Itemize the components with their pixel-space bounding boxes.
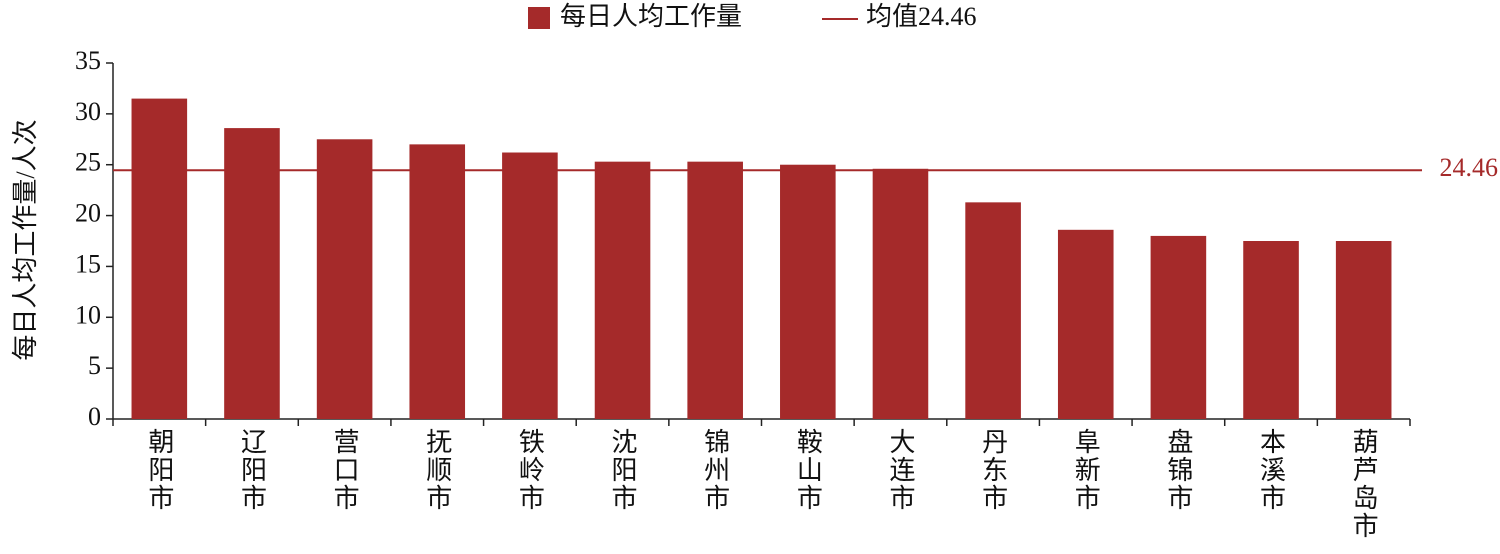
legend-label: 均值24.46 [866, 2, 977, 31]
x-tick-label: 鞍山市 [793, 428, 822, 512]
bar [687, 161, 743, 420]
x-tick-label: 朝阳市 [145, 428, 174, 512]
bar [131, 98, 188, 419]
y-tick-label: 25 [75, 148, 101, 177]
bar [1150, 235, 1207, 419]
bar [594, 161, 651, 420]
x-tick-label: 营口市 [330, 428, 359, 512]
bar [780, 164, 836, 419]
y-tick-label: 5 [88, 351, 101, 380]
y-tick-label: 15 [75, 249, 101, 278]
x-tick-label: 本溪市 [1257, 428, 1286, 512]
bar [224, 128, 280, 419]
mean-label: 24.46 [1440, 153, 1499, 182]
y-tick-label: 10 [75, 300, 101, 329]
x-tick-label: 铁岭市 [515, 428, 544, 512]
x-tick-label: 葫芦岛市 [1349, 428, 1378, 540]
bar [1335, 241, 1392, 419]
legend-label: 每日人均工作量 [560, 2, 742, 31]
bar [1057, 229, 1114, 419]
bar [409, 144, 466, 419]
x-tick-label: 抚顺市 [423, 428, 452, 512]
y-tick-label: 35 [75, 46, 101, 75]
bar [502, 152, 558, 419]
y-tick-label: 30 [75, 97, 101, 126]
bar [872, 168, 929, 419]
bar [1243, 241, 1299, 419]
bar [316, 139, 373, 420]
bar [965, 202, 1021, 419]
y-tick-label: 0 [88, 402, 101, 431]
x-tick-label: 锦州市 [701, 428, 730, 512]
x-tick-label: 盘锦市 [1164, 428, 1193, 512]
x-tick-label: 大连市 [886, 428, 915, 512]
x-tick-label: 沈阳市 [608, 428, 637, 512]
y-axis-label: 每日人均工作量/人次 [11, 119, 40, 360]
x-tick-label: 阜新市 [1071, 428, 1100, 512]
x-tick-label: 辽阳市 [237, 428, 266, 512]
y-tick-label: 20 [75, 199, 101, 228]
x-tick-label: 丹东市 [979, 428, 1008, 512]
legend-swatch [528, 7, 550, 29]
